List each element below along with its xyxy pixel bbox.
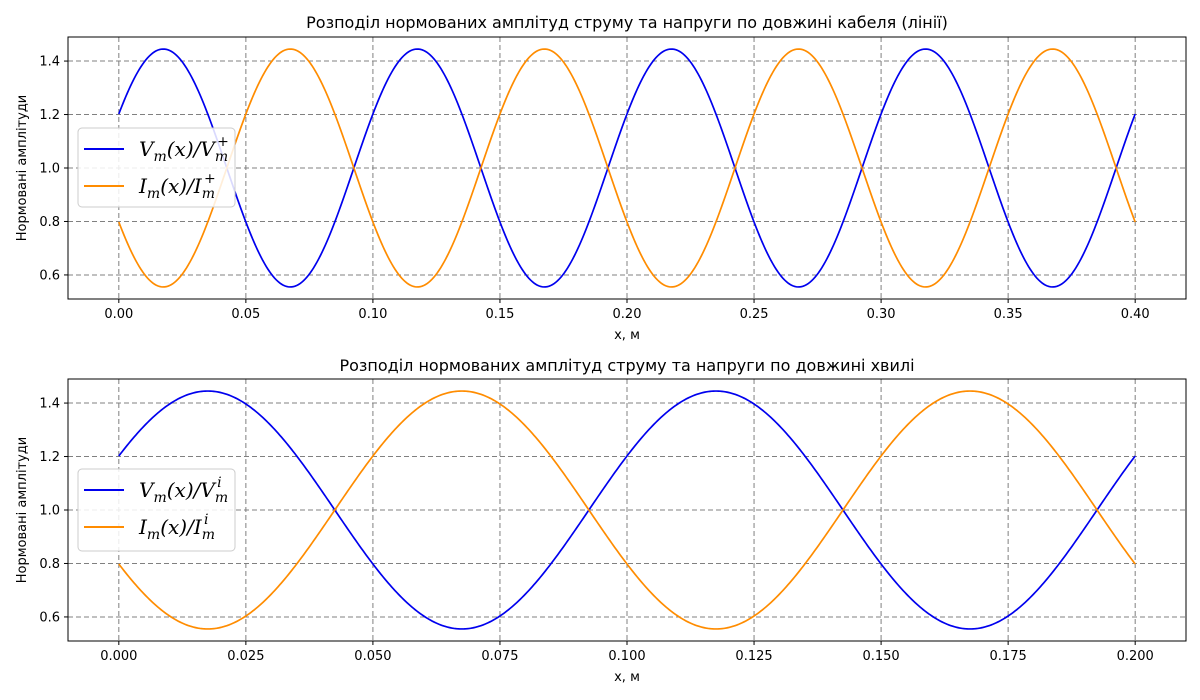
legend-text-part: m <box>215 490 228 506</box>
series-line-voltage <box>118 48 1136 288</box>
legend-text-part: i <box>217 475 221 491</box>
legend-text-part: i <box>204 512 208 528</box>
legend-text-part: m <box>147 527 160 543</box>
x-tick-label: 0.15 <box>485 307 514 322</box>
legend-text-part: + <box>217 134 229 150</box>
y-tick-label: 1.0 <box>39 504 60 519</box>
legend-entry: Vm(x)/Vmi <box>139 475 228 506</box>
x-tick-label: 0.050 <box>354 649 391 664</box>
y-axis-label: Нормовані амплітуди <box>15 437 30 584</box>
legend-text-part: V <box>139 478 156 502</box>
y-tick-label: 0.6 <box>39 610 60 625</box>
x-tick-label: 0.200 <box>1117 649 1154 664</box>
chart-panel-1: 0.00 0.05 0.10 0.15 0.20 0.25 0.30 0.35 0.40 0.6 0… <box>15 13 1187 343</box>
x-axis-label: x, м <box>614 328 640 343</box>
legend-text-part: m <box>202 186 215 202</box>
legend-box <box>77 127 236 208</box>
legend-text-part: I <box>138 174 148 198</box>
legend-text-part: (x)/I <box>160 515 203 539</box>
chart-panel-2: 0.000 0.025 0.050 0.075 0.100 0.125 0.150 0.175… <box>15 356 1187 685</box>
x-tick-label: 0.100 <box>608 649 645 664</box>
y-tick-label: 1.2 <box>39 450 60 465</box>
y-axis-label: Нормовані амплітуди <box>15 95 30 242</box>
x-tick-label: 0.125 <box>735 649 772 664</box>
series-line-current <box>118 48 1136 288</box>
legend-text-part: m <box>215 149 228 165</box>
legend-text-part: m <box>147 186 160 202</box>
x-axis-label: x, м <box>614 670 640 685</box>
x-tick-label: 0.175 <box>990 649 1027 664</box>
y-tick-label: 0.8 <box>39 557 60 572</box>
chart-title: Розподіл нормованих амплітуд струму та н… <box>339 356 914 375</box>
x-tick-label: 0.40 <box>1121 307 1150 322</box>
legend-text-part: m <box>153 490 166 506</box>
legend-text-part: m <box>153 149 166 165</box>
x-tick-label: 0.00 <box>104 307 133 322</box>
x-tick-label: 0.20 <box>613 307 642 322</box>
legend: Vm(x)/Vm+Im(x)/Im+ <box>77 127 236 208</box>
chart-title: Розподіл нормованих амплітуд струму та н… <box>306 13 948 32</box>
legend-text-part: m <box>202 527 215 543</box>
y-tick-label: 1.4 <box>39 397 60 412</box>
x-tick-label: 0.000 <box>100 649 137 664</box>
x-tick-label: 0.25 <box>740 307 769 322</box>
x-tick-label: 0.30 <box>867 307 896 322</box>
y-tick-label: 1.0 <box>39 162 60 177</box>
legend-entry: Im(x)/Imi <box>138 512 215 543</box>
legend-text-part: I <box>138 515 148 539</box>
legend-entry: Vm(x)/Vm+ <box>139 134 229 165</box>
x-tick-label: 0.35 <box>994 307 1023 322</box>
series-line-voltage <box>118 390 1136 630</box>
series-line-current <box>118 390 1136 630</box>
x-tick-label: 0.075 <box>481 649 518 664</box>
legend-text-part: (x)/I <box>160 174 203 198</box>
y-tick-label: 0.8 <box>39 215 60 230</box>
x-tick-label: 0.025 <box>227 649 264 664</box>
legend-text-part: V <box>139 137 156 161</box>
x-tick-label: 0.05 <box>231 307 260 322</box>
x-tick-label: 0.10 <box>358 307 387 322</box>
legend-text-part: (x)/V <box>167 478 218 502</box>
y-tick-label: 0.6 <box>39 268 60 283</box>
y-tick-label: 1.2 <box>39 108 60 123</box>
x-tick-label: 0.150 <box>862 649 899 664</box>
legend-entry: Im(x)/Im+ <box>138 171 216 202</box>
legend-text-part: (x)/V <box>167 137 218 161</box>
y-tick-label: 1.4 <box>39 55 60 70</box>
legend-text-part: + <box>204 171 216 187</box>
